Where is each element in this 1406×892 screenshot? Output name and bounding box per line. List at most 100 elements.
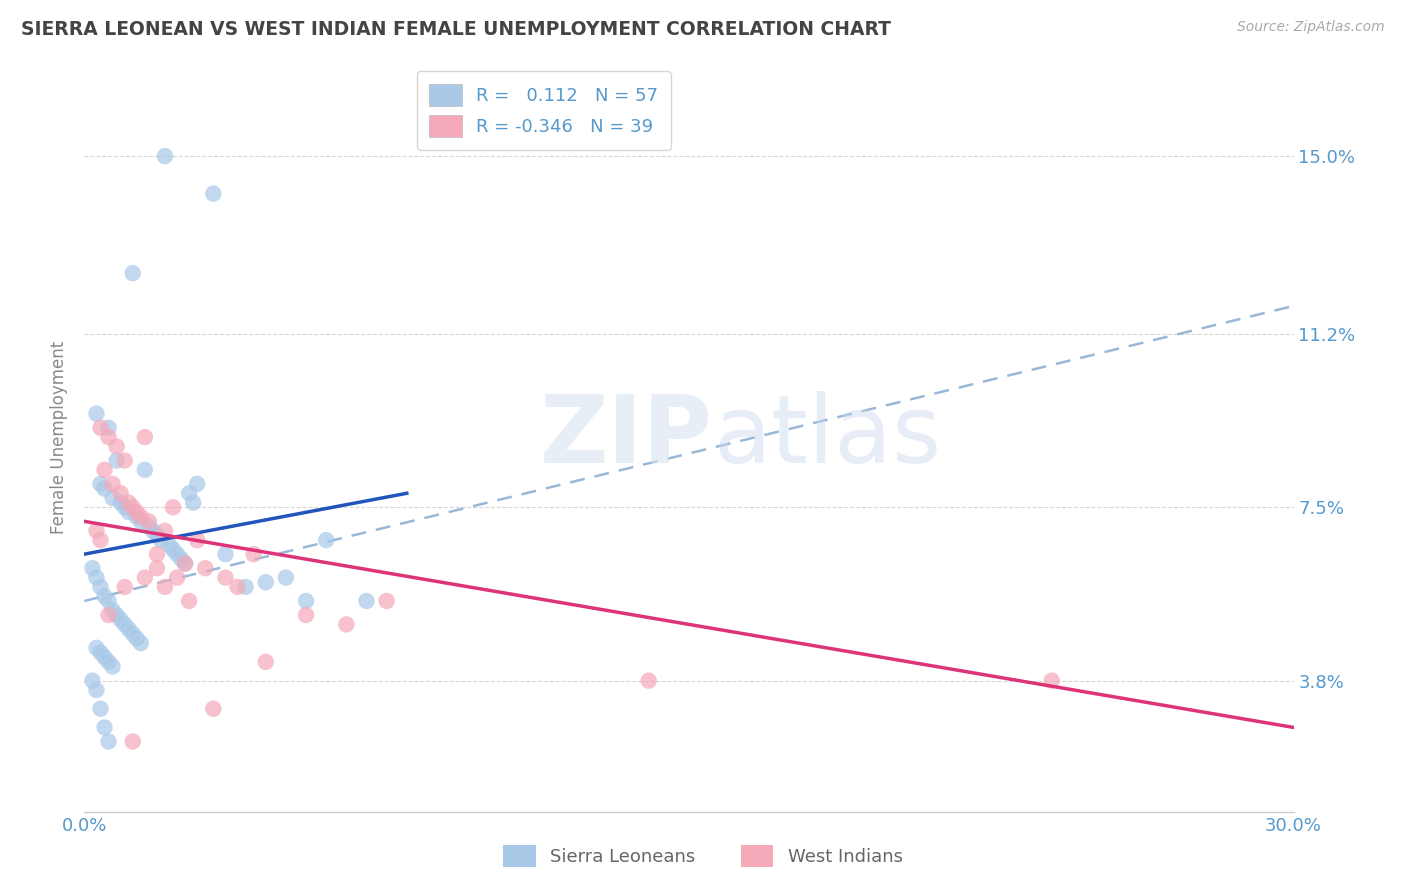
Point	[97, 594, 120, 608]
Point	[86, 524, 108, 538]
Point	[1040, 673, 1063, 688]
Point	[97, 655, 120, 669]
Point	[101, 603, 124, 617]
Point	[86, 407, 108, 421]
Point	[214, 547, 236, 561]
Point	[121, 626, 143, 640]
Legend: Sierra Leoneans, West Indians: Sierra Leoneans, West Indians	[496, 838, 910, 874]
Point	[97, 421, 120, 435]
Point	[93, 650, 115, 665]
Point	[235, 580, 257, 594]
Point	[186, 476, 208, 491]
Point	[134, 430, 156, 444]
Point	[153, 580, 176, 594]
Point	[214, 571, 236, 585]
Point	[118, 622, 141, 636]
Point	[179, 486, 201, 500]
Point	[146, 561, 169, 575]
Point	[86, 640, 108, 655]
Point	[86, 683, 108, 698]
Point	[637, 673, 659, 688]
Point	[101, 476, 124, 491]
Point	[86, 571, 108, 585]
Point	[121, 266, 143, 280]
Point	[93, 463, 115, 477]
Y-axis label: Female Unemployment: Female Unemployment	[49, 341, 67, 533]
Point	[82, 673, 104, 688]
Point	[110, 496, 132, 510]
Point	[97, 734, 120, 748]
Point	[121, 734, 143, 748]
Point	[274, 571, 297, 585]
Point	[194, 561, 217, 575]
Point	[97, 608, 120, 623]
Text: Source: ZipAtlas.com: Source: ZipAtlas.com	[1237, 20, 1385, 34]
Point	[110, 613, 132, 627]
Point	[105, 453, 128, 467]
Point	[105, 439, 128, 453]
Point	[129, 509, 152, 524]
Text: ZIP: ZIP	[540, 391, 713, 483]
Point	[129, 636, 152, 650]
Point	[202, 186, 225, 201]
Point	[93, 590, 115, 604]
Point	[153, 149, 176, 163]
Point	[162, 542, 184, 557]
Point	[166, 571, 188, 585]
Point	[146, 547, 169, 561]
Point	[101, 659, 124, 673]
Point	[89, 476, 111, 491]
Point	[89, 533, 111, 547]
Point	[170, 551, 193, 566]
Point	[110, 486, 132, 500]
Point	[181, 496, 204, 510]
Point	[153, 524, 176, 538]
Point	[375, 594, 398, 608]
Point	[335, 617, 357, 632]
Point	[89, 701, 111, 715]
Point	[134, 463, 156, 477]
Point	[295, 608, 318, 623]
Point	[118, 505, 141, 519]
Point	[202, 701, 225, 715]
Point	[254, 575, 277, 590]
Point	[162, 500, 184, 515]
Point	[82, 561, 104, 575]
Point	[315, 533, 337, 547]
Point	[89, 580, 111, 594]
Point	[174, 557, 197, 571]
Point	[118, 496, 141, 510]
Point	[356, 594, 378, 608]
Point	[242, 547, 264, 561]
Point	[89, 646, 111, 660]
Point	[114, 580, 136, 594]
Point	[157, 538, 180, 552]
Point	[149, 533, 172, 547]
Point	[166, 547, 188, 561]
Point	[93, 482, 115, 496]
Point	[97, 430, 120, 444]
Text: atlas: atlas	[713, 391, 942, 483]
Point	[125, 505, 148, 519]
Point	[125, 509, 148, 524]
Point	[138, 519, 160, 533]
Point	[295, 594, 318, 608]
Point	[138, 514, 160, 528]
Point	[142, 524, 165, 538]
Point	[89, 421, 111, 435]
Text: SIERRA LEONEAN VS WEST INDIAN FEMALE UNEMPLOYMENT CORRELATION CHART: SIERRA LEONEAN VS WEST INDIAN FEMALE UNE…	[21, 20, 891, 38]
Point	[226, 580, 249, 594]
Point	[101, 491, 124, 505]
Point	[129, 514, 152, 528]
Point	[254, 655, 277, 669]
Point	[105, 608, 128, 623]
Point	[114, 617, 136, 632]
Point	[121, 500, 143, 515]
Point	[174, 557, 197, 571]
Point	[114, 453, 136, 467]
Legend: R =   0.112   N = 57, R = -0.346   N = 39: R = 0.112 N = 57, R = -0.346 N = 39	[416, 71, 671, 150]
Point	[125, 632, 148, 646]
Point	[146, 528, 169, 542]
Point	[186, 533, 208, 547]
Point	[179, 594, 201, 608]
